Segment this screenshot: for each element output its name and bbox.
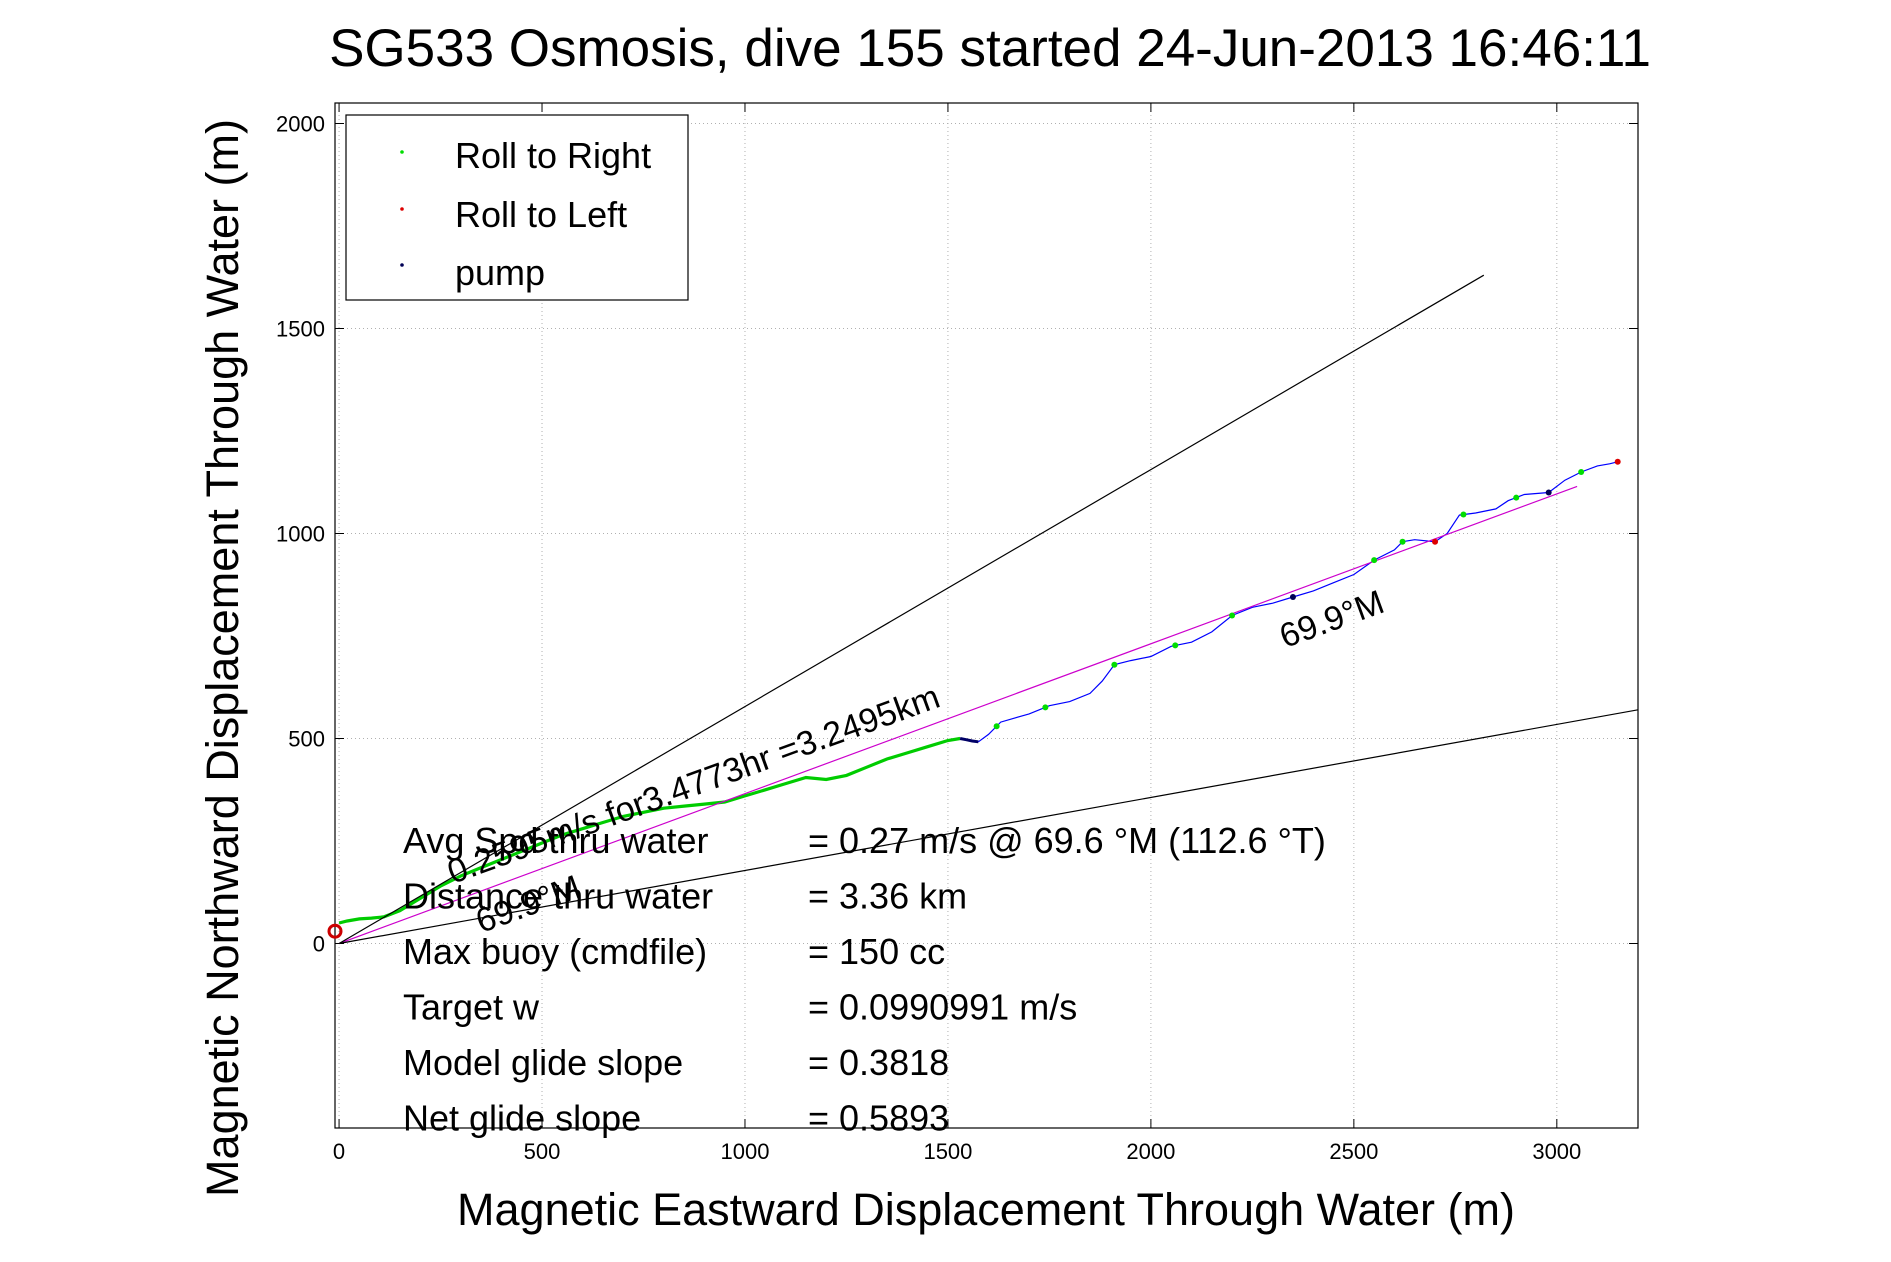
series-line-3 (338, 485, 1578, 945)
info-box: Avg Spd thru water = 0.27 m/s @ 69.6 °M (… (403, 820, 1326, 1139)
info-label: Distance thru water (403, 876, 713, 917)
marker-pump (1545, 489, 1552, 496)
x-tick-label: 500 (524, 1139, 561, 1164)
marker-roll-to-right (1172, 642, 1179, 649)
info-value: = 0.3818 (808, 1042, 949, 1083)
x-tick-label: 0 (333, 1139, 345, 1164)
info-label: Model glide slope (403, 1042, 683, 1083)
legend: Roll to Right Roll to Left pump (345, 114, 689, 301)
y-tick-label: 1000 (276, 522, 325, 547)
grid-lines (335, 103, 1638, 1128)
x-tick-label: 2000 (1126, 1139, 1175, 1164)
marker-roll-to-right (1513, 494, 1520, 501)
marker-roll-to-right (1042, 704, 1049, 711)
marker-roll-to-left (1614, 458, 1621, 465)
legend-marker-roll-right (400, 150, 404, 154)
series-lines (338, 274, 1638, 945)
series-markers (327, 458, 1621, 939)
series-line-2 (978, 461, 1618, 743)
legend-marker-pump (400, 263, 404, 267)
marker-roll-to-right (1371, 557, 1378, 564)
info-label: Avg Spd thru water (403, 820, 709, 861)
y-tick-label: 0 (313, 932, 325, 957)
series-line-5 (338, 709, 1638, 945)
y-axis-label: Magnetic Northward Displacement Through … (197, 119, 248, 1197)
marker-pump (1289, 594, 1296, 601)
info-label: Max buoy (cmdfile) (403, 931, 707, 972)
y-tick-label: 500 (288, 727, 325, 752)
legend-label-pump: pump (455, 252, 545, 293)
info-label: Net glide slope (403, 1098, 641, 1139)
y-tick-label: 1500 (276, 317, 325, 342)
x-tick-label: 1000 (721, 1139, 770, 1164)
axis-ticks: 0 500 1000 1500 2000 2500 3000 0 500 1000 1500 2000 (276, 103, 1638, 1164)
series-line-4 (338, 274, 1485, 945)
marker-roll-to-right (1578, 469, 1585, 475)
info-value: = 3.36 km (808, 876, 967, 917)
x-axis-label: Magnetic Eastward Displacement Through W… (457, 1184, 1515, 1235)
info-value: = 0.0990991 m/s (808, 987, 1077, 1028)
legend-label-roll-left: Roll to Left (455, 194, 627, 235)
info-value: = 150 cc (808, 931, 945, 972)
y-tick-label: 2000 (276, 112, 325, 137)
marker-roll-to-right (1229, 612, 1236, 619)
marker-roll-to-right (993, 723, 1000, 730)
x-tick-label: 2500 (1329, 1139, 1378, 1164)
series-line-0 (338, 736, 961, 925)
chart-title: SG533 Osmosis, dive 155 started 24-Jun-2… (329, 19, 1651, 78)
x-tick-label: 1500 (923, 1139, 972, 1164)
legend-label-roll-right: Roll to Right (455, 135, 651, 176)
start-marker (327, 923, 343, 939)
info-label: Target w (403, 987, 540, 1028)
marker-roll-to-right (1399, 538, 1406, 545)
plot-area-frame (334, 102, 1639, 1129)
series-line-1 (959, 737, 979, 744)
info-value: = 0.27 m/s @ 69.6 °M (112.6 °T) (808, 820, 1326, 861)
info-value: = 0.5893 (808, 1098, 949, 1139)
x-tick-label: 3000 (1532, 1139, 1581, 1164)
legend-marker-roll-left (400, 207, 404, 211)
legend-box (345, 114, 689, 301)
marker-roll-to-right (1111, 661, 1118, 668)
marker-roll-to-right (1460, 511, 1467, 518)
marker-roll-to-left (1432, 538, 1439, 545)
